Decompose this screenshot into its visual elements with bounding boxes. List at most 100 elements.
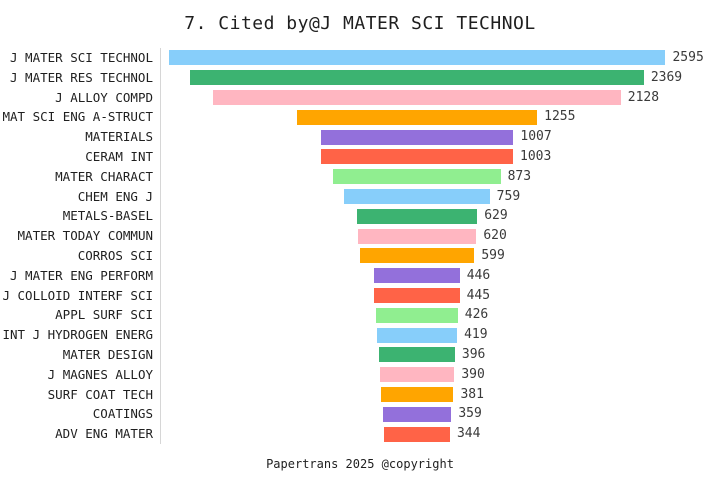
value-label: 446 [466, 267, 491, 283]
value-label: 2595 [672, 50, 704, 65]
bar-canvas: 2128 [160, 87, 720, 108]
bar [357, 228, 477, 244]
bar [374, 287, 460, 303]
value-label: 396 [461, 346, 486, 362]
bar-canvas: 759 [160, 186, 720, 207]
bar [374, 268, 460, 284]
bar [380, 386, 454, 402]
value-label: 359 [458, 406, 482, 422]
chart-row: CERAM INT 1003 [0, 146, 720, 167]
bar [320, 149, 514, 165]
chart-row: MATERIALS 1007 [0, 127, 720, 147]
chart-row: CORROS SCI 599 [0, 245, 720, 266]
bar [320, 129, 514, 145]
bar-canvas: 2595 [160, 48, 720, 68]
bar [344, 188, 490, 204]
value-label: 419 [464, 327, 488, 343]
bar [379, 347, 455, 363]
category-label: CERAM INT [85, 148, 153, 164]
chart-row: J MATER RES TECHNOL 2369 [0, 67, 720, 88]
chart-title: 7. Cited by@J MATER SCI TECHNOL [184, 13, 536, 34]
chart-row: MATER CHARACT 873 [0, 166, 720, 187]
bar-canvas: 426 [160, 305, 720, 326]
category-label: METALS-BASEL [62, 208, 153, 224]
category-label: SURF COAT TECH [47, 386, 153, 402]
chart-row: SURF COAT TECH 381 [0, 384, 720, 405]
category-label: MATER CHARACT [55, 168, 153, 184]
category-label: COATINGS [92, 406, 153, 422]
category-label: CORROS SCI [77, 247, 153, 263]
chart-row: J MAGNES ALLOY 390 [0, 364, 720, 385]
category-label: CHEM ENG J [77, 188, 153, 204]
value-label: 2128 [627, 89, 660, 105]
chart-row: MATER TODAY COMMUN 620 [0, 226, 720, 246]
bar-canvas: 445 [160, 285, 720, 306]
bar-canvas: 359 [160, 404, 720, 425]
bar-canvas: 629 [160, 206, 720, 227]
bar-canvas: 1003 [160, 146, 720, 167]
bar-canvas: 2369 [160, 67, 720, 88]
category-label: ADV ENG MATER [55, 426, 153, 442]
bar-canvas: 396 [160, 344, 720, 365]
chart-row: ADV ENG MATER 344 [0, 424, 720, 444]
chart-row: METALS-BASEL 629 [0, 206, 720, 227]
bar-canvas: 873 [160, 166, 720, 187]
value-label: 445 [466, 287, 491, 303]
chart-row: MATER DESIGN 396 [0, 344, 720, 365]
value-label: 759 [496, 188, 521, 204]
chart-row: MAT SCI ENG A-STRUCT 1255 [0, 107, 720, 128]
bar [384, 426, 450, 442]
category-label: J MATER RES TECHNOL [10, 69, 153, 85]
bar [333, 169, 501, 185]
bar [359, 248, 475, 264]
category-label: J MAGNES ALLOY [47, 366, 153, 382]
bar-canvas: 344 [160, 424, 720, 444]
chart-row: J MATER SCI TECHNOL 2595 [0, 48, 720, 68]
copyright-footer: Papertrans 2025 @copyright [266, 456, 454, 471]
chart-row: J COLLOID INTERF SCI 445 [0, 285, 720, 306]
bar [376, 327, 458, 343]
bar [382, 406, 452, 422]
bar-canvas: 390 [160, 364, 720, 385]
bar [376, 307, 458, 323]
chart-row: J MATER ENG PERFORM 446 [0, 265, 720, 286]
chart-rows: J MATER SCI TECHNOL 2595 J MATER RES TECHN… [0, 48, 720, 444]
value-label: 1255 [544, 109, 576, 125]
category-label: APPL SURF SCI [55, 307, 153, 323]
value-label: 344 [456, 426, 481, 442]
category-label: J ALLOY COMPD [55, 89, 153, 105]
category-label: MATER DESIGN [62, 346, 153, 362]
value-label: 620 [483, 228, 507, 244]
chart-row: CHEM ENG J 759 [0, 186, 720, 207]
bar [296, 109, 538, 125]
value-label: 873 [507, 168, 532, 184]
chart-row: INT J HYDROGEN ENERG 419 [0, 325, 720, 345]
value-label: 381 [460, 386, 484, 402]
category-label: INT J HYDROGEN ENERG [2, 327, 153, 343]
bar-canvas: 620 [160, 226, 720, 246]
category-label: J COLLOID INTERF SCI [2, 287, 153, 303]
chart-row: COATINGS 359 [0, 404, 720, 425]
category-label: MAT SCI ENG A-STRUCT [2, 109, 153, 125]
value-label: 2369 [650, 69, 683, 85]
value-label: 1007 [520, 129, 552, 145]
value-label: 1003 [520, 148, 552, 164]
bar [213, 89, 621, 105]
bar-canvas: 419 [160, 325, 720, 345]
category-label: J MATER SCI TECHNOL [10, 50, 153, 65]
bar-canvas: 599 [160, 245, 720, 266]
bar [190, 70, 644, 86]
bar [379, 367, 455, 383]
chart-row: APPL SURF SCI 426 [0, 305, 720, 326]
value-label: 599 [481, 247, 505, 263]
category-label: MATER TODAY COMMUN [17, 228, 153, 244]
bar [356, 208, 478, 224]
chart-row: J ALLOY COMPD 2128 [0, 87, 720, 108]
value-label: 426 [464, 307, 489, 323]
bar [168, 50, 666, 66]
bar-canvas: 381 [160, 384, 720, 405]
category-label: J MATER ENG PERFORM [10, 267, 153, 283]
bar-canvas: 1007 [160, 127, 720, 147]
bar-chart: J MATER SCI TECHNOL 2595 J MATER RES TECHN… [0, 48, 720, 444]
value-label: 629 [484, 208, 508, 224]
